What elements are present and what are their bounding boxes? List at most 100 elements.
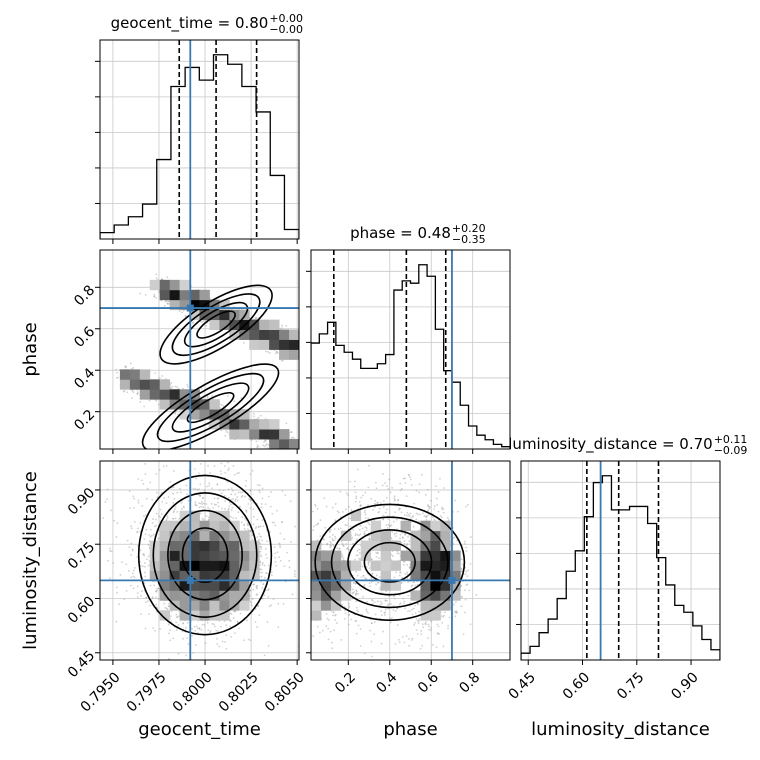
- sample-point: [159, 628, 162, 630]
- density-cell: [149, 389, 161, 400]
- sample-point: [139, 549, 142, 552]
- density-cell: [179, 299, 190, 311]
- density-cell: [179, 389, 190, 400]
- sample-point: [300, 346, 302, 348]
- sample-point: [302, 440, 304, 442]
- sample-point: [166, 302, 169, 305]
- sample-point: [225, 624, 228, 627]
- sample-point: [161, 375, 164, 377]
- sample-point: [145, 597, 148, 599]
- sample-point: [280, 327, 283, 330]
- sample-point: [164, 606, 167, 609]
- density-cell: [149, 279, 161, 291]
- sample-point: [292, 451, 294, 453]
- sample-point: [242, 341, 245, 344]
- sample-point: [261, 571, 263, 574]
- sample-point: [280, 360, 283, 362]
- density-cell: [129, 369, 141, 380]
- sample-point: [258, 532, 260, 535]
- sample-point: [253, 583, 255, 586]
- sample-point: [144, 565, 146, 568]
- sample-point: [224, 434, 227, 437]
- sample-point: [261, 563, 264, 566]
- sample-point: [149, 604, 152, 607]
- sample-point: [270, 571, 273, 573]
- sample-point: [125, 366, 127, 369]
- sample-point: [156, 587, 158, 590]
- sample-point: [233, 610, 236, 613]
- sample-point: [167, 302, 170, 305]
- sample-point: [308, 445, 310, 447]
- sample-point: [205, 324, 208, 327]
- sample-point: [245, 510, 248, 512]
- sample-point: [263, 445, 266, 448]
- sample-point: [132, 367, 135, 369]
- sample-point: [202, 506, 205, 509]
- sample-point: [196, 627, 199, 630]
- sample-point: [255, 316, 258, 319]
- sample-point: [259, 560, 262, 563]
- sample-point: [157, 587, 160, 590]
- density-cell: [229, 429, 240, 440]
- sample-point: [301, 347, 303, 349]
- sample-point: [292, 451, 294, 453]
- sample-point: [266, 621, 269, 623]
- sample-point: [301, 346, 303, 348]
- sample-point: [255, 587, 258, 589]
- panel-phase-hist: [306, 249, 511, 454]
- contour-0-level-0: [159, 284, 273, 365]
- sample-point: [191, 627, 194, 630]
- sample-point: [279, 450, 281, 452]
- density-cell: [209, 419, 220, 430]
- sample-point: [256, 318, 258, 321]
- sample-point: [144, 571, 146, 574]
- sample-point: [208, 508, 211, 511]
- density-cell: [129, 379, 141, 390]
- sample-point: [236, 621, 239, 624]
- sample-point: [165, 518, 168, 521]
- sample-point: [226, 431, 229, 434]
- density-cell: [219, 309, 230, 321]
- density-cell: [229, 409, 240, 420]
- sample-point: [147, 613, 150, 616]
- sample-point: [172, 637, 175, 640]
- sample-point: [260, 568, 263, 571]
- sample-point: [123, 389, 126, 392]
- density-cell: [159, 399, 171, 410]
- sample-point: [186, 383, 189, 386]
- sample-point: [271, 452, 273, 454]
- sample-point: [140, 613, 142, 616]
- sample-point: [193, 625, 196, 628]
- sample-point: [155, 590, 157, 592]
- sample-point: [287, 452, 289, 454]
- sample-point: [166, 302, 169, 305]
- sample-point: [185, 654, 188, 657]
- sample-point: [276, 352, 279, 354]
- density-cell: [279, 349, 290, 360]
- contour-1-level-2: [171, 382, 250, 433]
- sample-point: [290, 437, 293, 440]
- density-cell: [219, 319, 230, 330]
- sample-point: [154, 629, 156, 632]
- sample-point: [292, 452, 294, 454]
- density-cell: [249, 329, 260, 340]
- sample-point: [222, 404, 225, 407]
- sample-point: [176, 616, 178, 619]
- sample-point: [159, 377, 161, 379]
- density-cell: [189, 409, 200, 420]
- sample-point: [155, 596, 158, 599]
- sample-point: [252, 523, 255, 526]
- sample-point: [240, 397, 243, 399]
- sample-point: [291, 456, 293, 458]
- sample-point: [297, 455, 299, 457]
- sample-point: [277, 450, 279, 452]
- density-cell: [209, 309, 220, 321]
- sample-point: [170, 615, 172, 618]
- density-cell: [279, 439, 290, 449]
- sample-point: [192, 321, 194, 324]
- density-cell: [199, 309, 210, 321]
- density-cell: [139, 369, 151, 380]
- sample-point: [136, 596, 139, 599]
- sample-point: [292, 452, 294, 454]
- sample-point: [234, 610, 237, 613]
